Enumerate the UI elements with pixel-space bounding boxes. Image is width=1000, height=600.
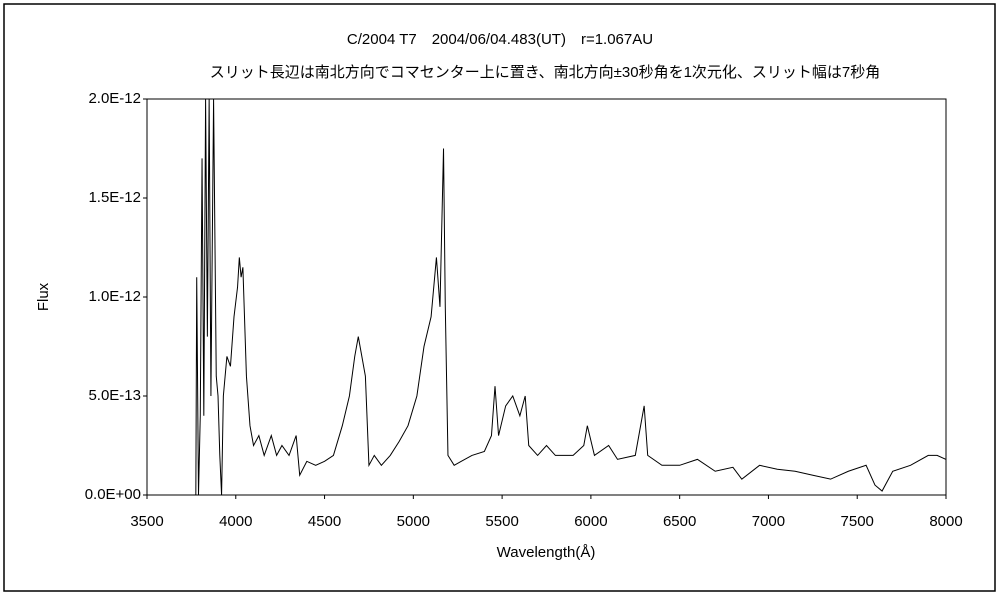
chart-title: C/2004 T7 2004/06/04.483(UT) r=1.067AU	[347, 31, 653, 48]
chart-subtitle: スリット長辺は南北方向でコマセンター上に置き、南北方向±30秒角を1次元化、スリ…	[210, 64, 881, 81]
x-tick-label: 3500	[130, 513, 163, 530]
x-tick-label: 6000	[574, 513, 607, 530]
y-axis-label: Flux	[35, 282, 52, 311]
y-tick-label: 1.0E-12	[88, 288, 141, 305]
spectrum-line	[195, 99, 946, 495]
x-tick-label: 4500	[308, 513, 341, 530]
x-tick-label: 6500	[663, 513, 696, 530]
x-tick-label: 5000	[397, 513, 430, 530]
x-tick-label: 8000	[929, 513, 962, 530]
y-tick-label: 1.5E-12	[88, 189, 141, 206]
x-tick-label: 5500	[485, 513, 518, 530]
x-tick-label: 4000	[219, 513, 252, 530]
y-tick-label: 0.0E+00	[85, 486, 141, 503]
y-tick-label: 2.0E-12	[88, 90, 141, 107]
x-tick-label: 7500	[841, 513, 874, 530]
y-tick-label: 5.0E-13	[88, 387, 141, 404]
x-tick-label: 7000	[752, 513, 785, 530]
chart-frame	[3, 3, 996, 592]
x-axis-label: Wavelength(Å)	[497, 544, 596, 561]
